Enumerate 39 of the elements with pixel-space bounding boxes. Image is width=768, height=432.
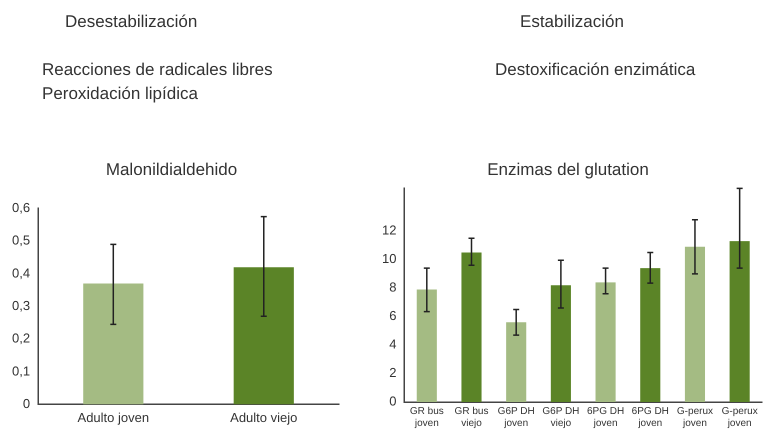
- bar: [730, 241, 750, 402]
- y-tick-label: 12: [382, 222, 396, 238]
- y-tick-label: 2: [389, 365, 396, 380]
- bar: [640, 268, 660, 402]
- x-tick-label: G6P DH joven: [498, 406, 535, 429]
- chart-title: Malonildialdehido: [106, 160, 238, 179]
- y-tick-label: 0,2: [12, 330, 30, 346]
- bar: [461, 252, 482, 402]
- x-tick-label: G6P DH viejo: [542, 406, 580, 429]
- bar: [596, 282, 616, 402]
- x-tick-label: 6PG DH joven: [586, 406, 624, 429]
- y-tick-label: 4: [389, 336, 396, 352]
- y-tick-label: 10: [382, 251, 396, 266]
- x-tick-label: G-perux joven: [676, 406, 714, 429]
- x-tick-label: G-perux joven: [722, 406, 758, 429]
- text: Estabilización: [520, 12, 624, 32]
- y-tick-label: 0: [389, 394, 396, 409]
- x-tick-label: GR bus viejo: [454, 406, 488, 429]
- x-tick-label: Adulto joven: [78, 410, 150, 425]
- y-tick-label: 0,4: [12, 265, 30, 280]
- y-tick-label: 0,3: [12, 298, 30, 313]
- y-tick-label: 6: [389, 308, 396, 324]
- y-tick-label: 0,5: [12, 232, 30, 248]
- bar: [506, 322, 526, 402]
- bar: [416, 290, 437, 402]
- x-tick-label: 6PG DH joven: [632, 406, 669, 429]
- y-tick-label: 0: [22, 396, 30, 411]
- x-tick-label: GR bus joven: [410, 406, 444, 429]
- bar: [550, 285, 571, 402]
- chart-title: Enzimas del glutation: [487, 160, 649, 179]
- x-tick-label: Adulto viejo: [230, 410, 298, 425]
- text: Desestabilización: [65, 12, 198, 32]
- y-tick-label: 0,6: [12, 200, 30, 215]
- text: Peroxidación lipídica: [42, 83, 199, 105]
- y-tick-label: 8: [389, 280, 396, 295]
- y-tick-label: 0,1: [12, 363, 30, 378]
- text: Destoxificación enzimática: [495, 59, 696, 81]
- bar: [684, 246, 706, 402]
- text: Reacciones de radicales libres: [42, 59, 273, 81]
